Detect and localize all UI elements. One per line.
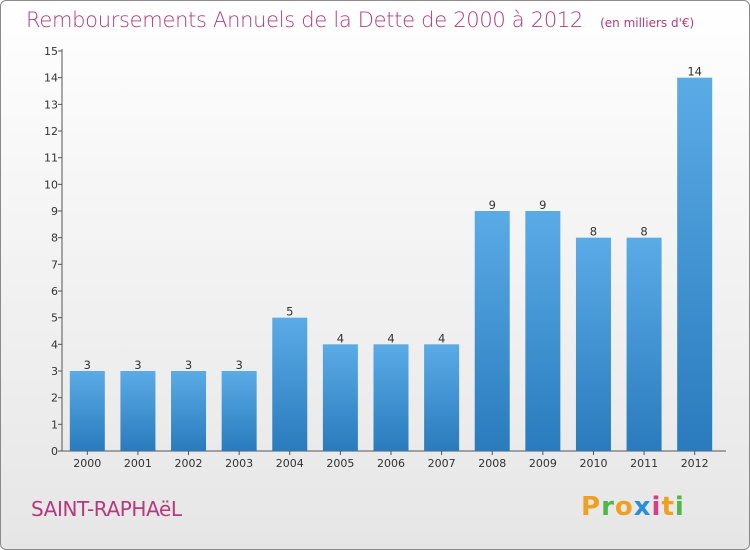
y-tick-label: 6 [51,285,58,298]
bar-2010 [575,237,611,451]
data-label-2005: 4 [337,331,344,345]
y-tick-label: 5 [51,312,58,325]
x-tick-label-2002: 2002 [175,457,203,470]
y-tick-label: 15 [44,45,58,58]
data-label-2009: 9 [539,198,546,212]
bar-2011 [626,237,662,451]
y-tick-label: 1 [51,418,58,431]
data-label-2010: 8 [590,225,597,239]
y-tick-label: 4 [51,338,58,351]
bar-2000 [69,371,105,451]
y-tick-label: 10 [44,178,58,191]
x-tick-label-2007: 2007 [428,457,456,470]
data-label-2011: 8 [640,225,647,239]
y-tick-label: 13 [44,98,58,111]
y-tick-label: 8 [51,232,58,245]
chart-title: Remboursements Annuels de la Dette de 20… [26,8,583,32]
bar-2002 [171,371,207,451]
commune-name: SAINT-RAPHAëL [31,497,182,521]
data-label-2001: 3 [134,358,141,372]
x-tick-label-2006: 2006 [377,457,405,470]
x-tick-label-2008: 2008 [478,457,506,470]
y-tick-label: 3 [51,365,58,378]
logo-letter: r [601,492,615,522]
x-tick-label-2005: 2005 [326,457,354,470]
y-tick-label: 14 [44,72,58,85]
data-label-2012: 14 [687,65,702,79]
data-label-2004: 5 [286,305,293,319]
data-label-2008: 9 [489,198,496,212]
unit-label: (en milliers d'€) [600,16,695,30]
data-label-2003: 3 [235,358,242,372]
bar-2005 [322,344,358,451]
x-tick-label-2000: 2000 [73,457,101,470]
data-label-2000: 3 [84,358,91,372]
data-label-2007: 4 [438,331,445,345]
bar-2012 [677,77,713,452]
y-tick-label: 9 [51,205,58,218]
title-row: Remboursements Annuels de la Dette de 20… [26,8,694,32]
logo-letter: P [581,492,602,522]
proxiti-logo: Proxiti [581,492,685,522]
y-tick-label: 0 [51,445,58,458]
bar-2001 [120,371,156,451]
data-label-2006: 4 [387,331,394,345]
bar-2003 [221,371,257,451]
labels: 3 2000 3 2001 3 2002 3 2003 5 2004 4 2005 4 2006 4 2007… [73,65,708,470]
y-tick-label: 7 [51,258,58,271]
y-tick-label: 11 [44,152,58,165]
logo-letter: t [661,492,675,522]
x-tick-label-2001: 2001 [124,457,152,470]
y-tick-label: 2 [51,392,58,405]
bar-2008 [474,211,510,451]
bar-2004 [272,317,308,451]
data-label-2002: 3 [185,358,192,372]
x-tick-label-2004: 2004 [276,457,304,470]
bars [69,77,713,452]
x-tick-label-2012: 2012 [681,457,709,470]
logo-letter: o [614,492,634,522]
bar-2006 [373,344,409,451]
x-tick-label-2003: 2003 [225,457,253,470]
logo-letter: x [633,492,652,522]
x-tick-label-2009: 2009 [529,457,557,470]
x-tick-label-2011: 2011 [630,457,658,470]
logo-letter: i [651,492,662,522]
bar-2007 [424,344,460,451]
bar-2009 [525,211,561,451]
x-tick-label-2010: 2010 [579,457,607,470]
logo-letter: i [674,492,685,522]
y-tick-label: 12 [44,125,58,138]
